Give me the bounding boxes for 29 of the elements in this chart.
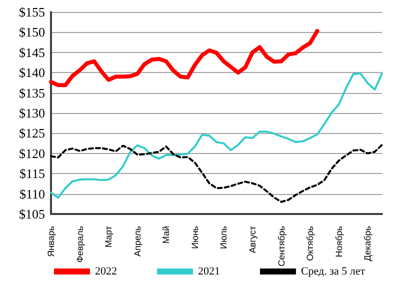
x-tick-label: Март	[104, 226, 114, 248]
legend-label: 2021	[198, 266, 220, 278]
y-tick-label: $155	[19, 4, 45, 20]
y-tick-label: $115	[19, 166, 45, 182]
legend-label: Сред. за 5 лет	[300, 266, 366, 278]
legend-label: 2022	[94, 266, 117, 278]
y-tick-label: $135	[19, 85, 45, 100]
x-tick-label: Январь	[46, 226, 56, 257]
x-tick-label: Февраль	[74, 226, 85, 263]
line-series	[50, 72, 383, 199]
x-tick-label: Ноябрь	[334, 226, 344, 258]
x-tick-label: Июнь	[190, 226, 200, 249]
x-tick-label: Июль	[218, 226, 229, 249]
y-tick-label: $140	[19, 65, 45, 80]
y-tick-label: $150	[19, 24, 45, 40]
x-tick-label: Октябрь	[305, 226, 316, 261]
y-tick-label: $125	[19, 126, 45, 141]
x-tick-label: Сентябрь	[276, 226, 286, 266]
y-tick-label: $145	[19, 44, 45, 60]
x-tick-label: Декабрь	[362, 226, 373, 262]
y-tick-label: $130	[19, 106, 45, 120]
y-tick-label: $120	[19, 146, 45, 161]
x-tick-label: Август	[247, 226, 258, 254]
y-tick-label: $105	[19, 206, 45, 222]
line-series	[49, 28, 320, 88]
x-tick-label: Май	[161, 226, 172, 244]
line-series	[50, 144, 383, 203]
x-tick-label: Апрель	[132, 226, 142, 257]
y-tick-label: $110	[19, 186, 45, 202]
